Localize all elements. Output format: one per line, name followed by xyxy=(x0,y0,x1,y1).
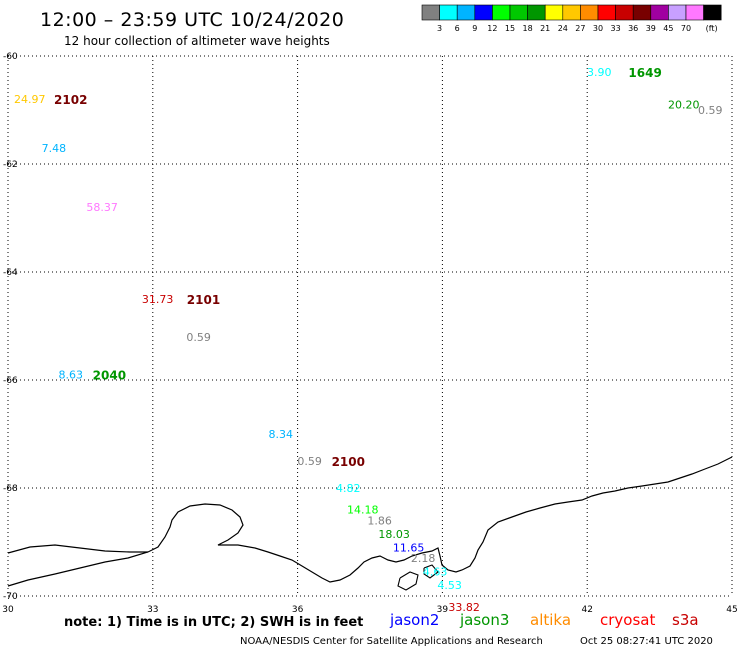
coastline xyxy=(7,456,733,591)
x-tick-label: 36 xyxy=(292,605,304,615)
wave-height-label: 2.18 xyxy=(411,552,436,565)
colorbar-swatch xyxy=(703,4,722,21)
colorbar-swatch xyxy=(456,4,476,21)
colorbar-swatch xyxy=(421,4,440,21)
colorbar-label: 24 xyxy=(558,24,568,33)
wave-height-label: 7.48 xyxy=(42,142,67,155)
color-scale-legend: 3 6 9 12 15 18 21 24 27 30 33 36 39 45 70 (ft) xyxy=(421,4,722,33)
colorbar-swatch xyxy=(527,4,546,21)
wave-height-label: 3.90 xyxy=(587,66,612,79)
wave-height-label: 8.63 xyxy=(58,369,83,382)
colorbar-swatch xyxy=(685,4,704,21)
map-grid xyxy=(7,55,733,597)
colorbar-label: 6 xyxy=(455,24,460,33)
colorbar-swatch xyxy=(650,4,669,21)
satellite-label-jason3: jason3 xyxy=(459,611,509,629)
colorbar-swatch xyxy=(509,4,528,21)
note-text: note: 1) Time is in UTC; 2) SWH is in fe… xyxy=(64,615,363,630)
colorbar-label: 39 xyxy=(646,24,656,33)
y-tick-label: -64 xyxy=(3,268,18,278)
wave-height-label: 0.59 xyxy=(297,455,322,468)
wave-height-label: 4.63 xyxy=(423,566,448,579)
y-tick-label: -68 xyxy=(3,484,18,494)
wave-height-label: 14.18 xyxy=(347,504,379,517)
colorbar-label: 12 xyxy=(487,24,497,33)
colorbar-label: 45 xyxy=(663,24,673,33)
wave-height-label: 1.86 xyxy=(367,514,392,527)
colorbar-label: 27 xyxy=(575,24,585,33)
pass-time-label: 2100 xyxy=(332,455,365,469)
satellite-label-altika: altika xyxy=(530,611,571,629)
y-tick-label: -62 xyxy=(3,160,18,170)
colorbar-unit: (ft) xyxy=(706,24,718,33)
coastline-island xyxy=(397,571,419,591)
wave-height-label: 24.97 xyxy=(14,93,46,106)
chart-subtitle: 12 hour collection of altimeter wave hei… xyxy=(64,34,330,48)
wave-height-label: 31.73 xyxy=(142,293,174,306)
colorbar-label: 30 xyxy=(593,24,603,33)
wave-height-label: 18.03 xyxy=(378,528,410,541)
pass-time-label: 2102 xyxy=(54,93,87,107)
pass-time-label: 2101 xyxy=(187,293,220,307)
wave-height-label: 4.53 xyxy=(437,579,462,592)
y-tick-label: -70 xyxy=(3,592,18,602)
x-tick-label: 45 xyxy=(726,605,737,615)
y-tick-label: -66 xyxy=(3,376,18,386)
chart-title: 12:00 – 23:59 UTC 10/24/2020 xyxy=(40,9,344,31)
colorbar-swatch xyxy=(580,4,599,21)
pass-time-label: 2040 xyxy=(93,369,126,383)
satellite-label-jason2: jason2 xyxy=(389,611,439,629)
colorbar-label: 33 xyxy=(611,24,621,33)
satellite-label-s3a: s3a xyxy=(672,611,699,629)
satellite-label-cryosat: cryosat xyxy=(600,611,655,629)
colorbar-swatch xyxy=(474,4,493,21)
wave-height-label: 20.20 xyxy=(668,99,700,112)
colorbar-swatch xyxy=(562,4,581,21)
colorbar-swatch xyxy=(632,4,652,21)
pass-time-label: 1649 xyxy=(628,66,661,80)
colorbar-swatch xyxy=(544,4,564,21)
coastline-shelf xyxy=(7,544,148,554)
wave-height-label: 58.37 xyxy=(86,201,118,214)
colorbar-label: 21 xyxy=(540,24,550,33)
colorbar-swatch xyxy=(668,4,687,21)
y-tick-label: -60 xyxy=(3,52,18,62)
footer-credit: NOAA/NESDIS Center for Satellite Applica… xyxy=(240,636,543,647)
colorbar-label: 36 xyxy=(628,24,638,33)
longitude-ticks: 30 33 36 39 42 45 xyxy=(2,605,737,615)
wave-height-label: 11.65 xyxy=(393,541,425,554)
x-tick-label: 30 xyxy=(2,605,14,615)
satellite-legend: jason2 jason3 altika cryosat s3a xyxy=(389,611,699,629)
wave-height-label: 0.59 xyxy=(186,331,211,344)
footer-timestamp: Oct 25 08:27:41 UTC 2020 xyxy=(580,636,713,647)
coastline-island xyxy=(423,564,439,579)
x-tick-label: 33 xyxy=(147,605,158,615)
colorbar-swatch xyxy=(439,4,458,21)
latitude-ticks: -60 -62 -64 -66 -68 -70 xyxy=(3,52,18,602)
colorbar-label: 18 xyxy=(523,24,533,33)
x-tick-label: 39 xyxy=(437,605,449,615)
colorbar-swatch xyxy=(492,4,511,21)
colorbar-swatch xyxy=(615,4,634,21)
wave-height-label: 4.82 xyxy=(336,482,361,495)
wave-height-label: 33.82 xyxy=(448,601,480,614)
coastline-main xyxy=(7,456,733,587)
colorbar-label: 3 xyxy=(437,24,442,33)
wave-height-label: 8.34 xyxy=(268,428,293,441)
wave-height-observations: 24.97 7.48 58.37 31.73 0.59 8.63 8.34 0.59 4.82 1… xyxy=(14,66,723,614)
x-tick-label: 42 xyxy=(581,605,592,615)
colorbar-label: 9 xyxy=(472,24,477,33)
colorbar-swatch xyxy=(597,4,616,21)
colorbar-label: 70 xyxy=(681,24,691,33)
wave-height-label: 0.59 xyxy=(698,104,723,117)
colorbar-label: 15 xyxy=(505,24,515,33)
